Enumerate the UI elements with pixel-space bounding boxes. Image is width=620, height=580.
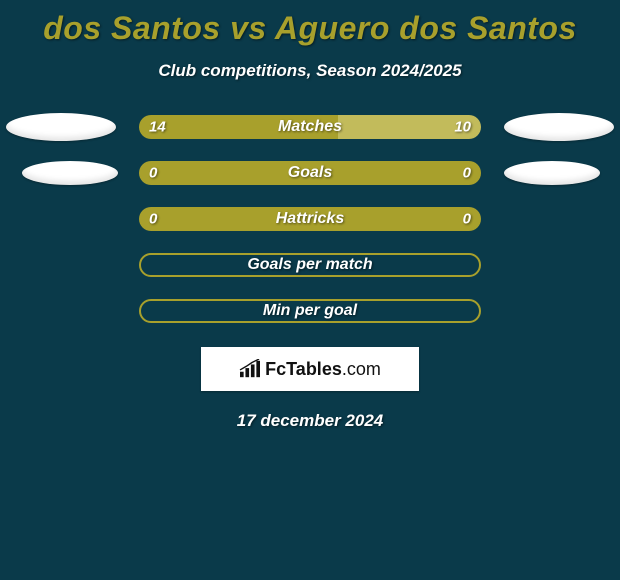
footer-logo-brand: FcTables (265, 359, 342, 379)
stat-bar-gpm: Goals per match (139, 253, 481, 277)
stat-bar-hattricks: 0 Hattricks 0 (139, 207, 481, 231)
stat-row-min-per-goal: Min per goal (0, 299, 620, 323)
stat-value-right: 0 (463, 165, 471, 182)
stat-value-left: 0 (149, 165, 157, 182)
stat-row-goals: 0 Goals 0 (0, 161, 620, 185)
player-right-oval (504, 113, 614, 141)
stat-value-left: 14 (149, 119, 166, 136)
page-subtitle: Club competitions, Season 2024/2025 (0, 61, 620, 81)
stat-label: Goals (288, 164, 332, 182)
stat-value-left: 0 (149, 211, 157, 228)
stat-value-right: 0 (463, 211, 471, 228)
player-right-oval-small (504, 161, 600, 185)
stat-bar-mpg: Min per goal (139, 299, 481, 323)
stat-label: Matches (278, 118, 342, 136)
page-title: dos Santos vs Aguero dos Santos (0, 0, 620, 47)
stat-row-matches: 14 Matches 10 (0, 115, 620, 139)
bar-chart-icon (239, 359, 261, 379)
footer-logo-domain: .com (342, 359, 381, 379)
player-left-oval-small (22, 161, 118, 185)
footer-logo: FcTables.com (201, 347, 419, 391)
stat-label: Hattricks (276, 210, 344, 228)
footer-logo-text: FcTables.com (265, 359, 381, 380)
footer-date: 17 december 2024 (0, 411, 620, 431)
stat-label: Min per goal (263, 302, 357, 320)
stat-bar-goals: 0 Goals 0 (139, 161, 481, 185)
stat-bar-matches: 14 Matches 10 (139, 115, 481, 139)
stat-value-right: 10 (454, 119, 471, 136)
comparison-infographic: dos Santos vs Aguero dos Santos Club com… (0, 0, 620, 580)
stat-rows-container: 14 Matches 10 0 Goals 0 0 Hattricks 0 (0, 115, 620, 323)
stat-label: Goals per match (247, 256, 372, 274)
player-left-oval (6, 113, 116, 141)
stat-row-goals-per-match: Goals per match (0, 253, 620, 277)
stat-row-hattricks: 0 Hattricks 0 (0, 207, 620, 231)
